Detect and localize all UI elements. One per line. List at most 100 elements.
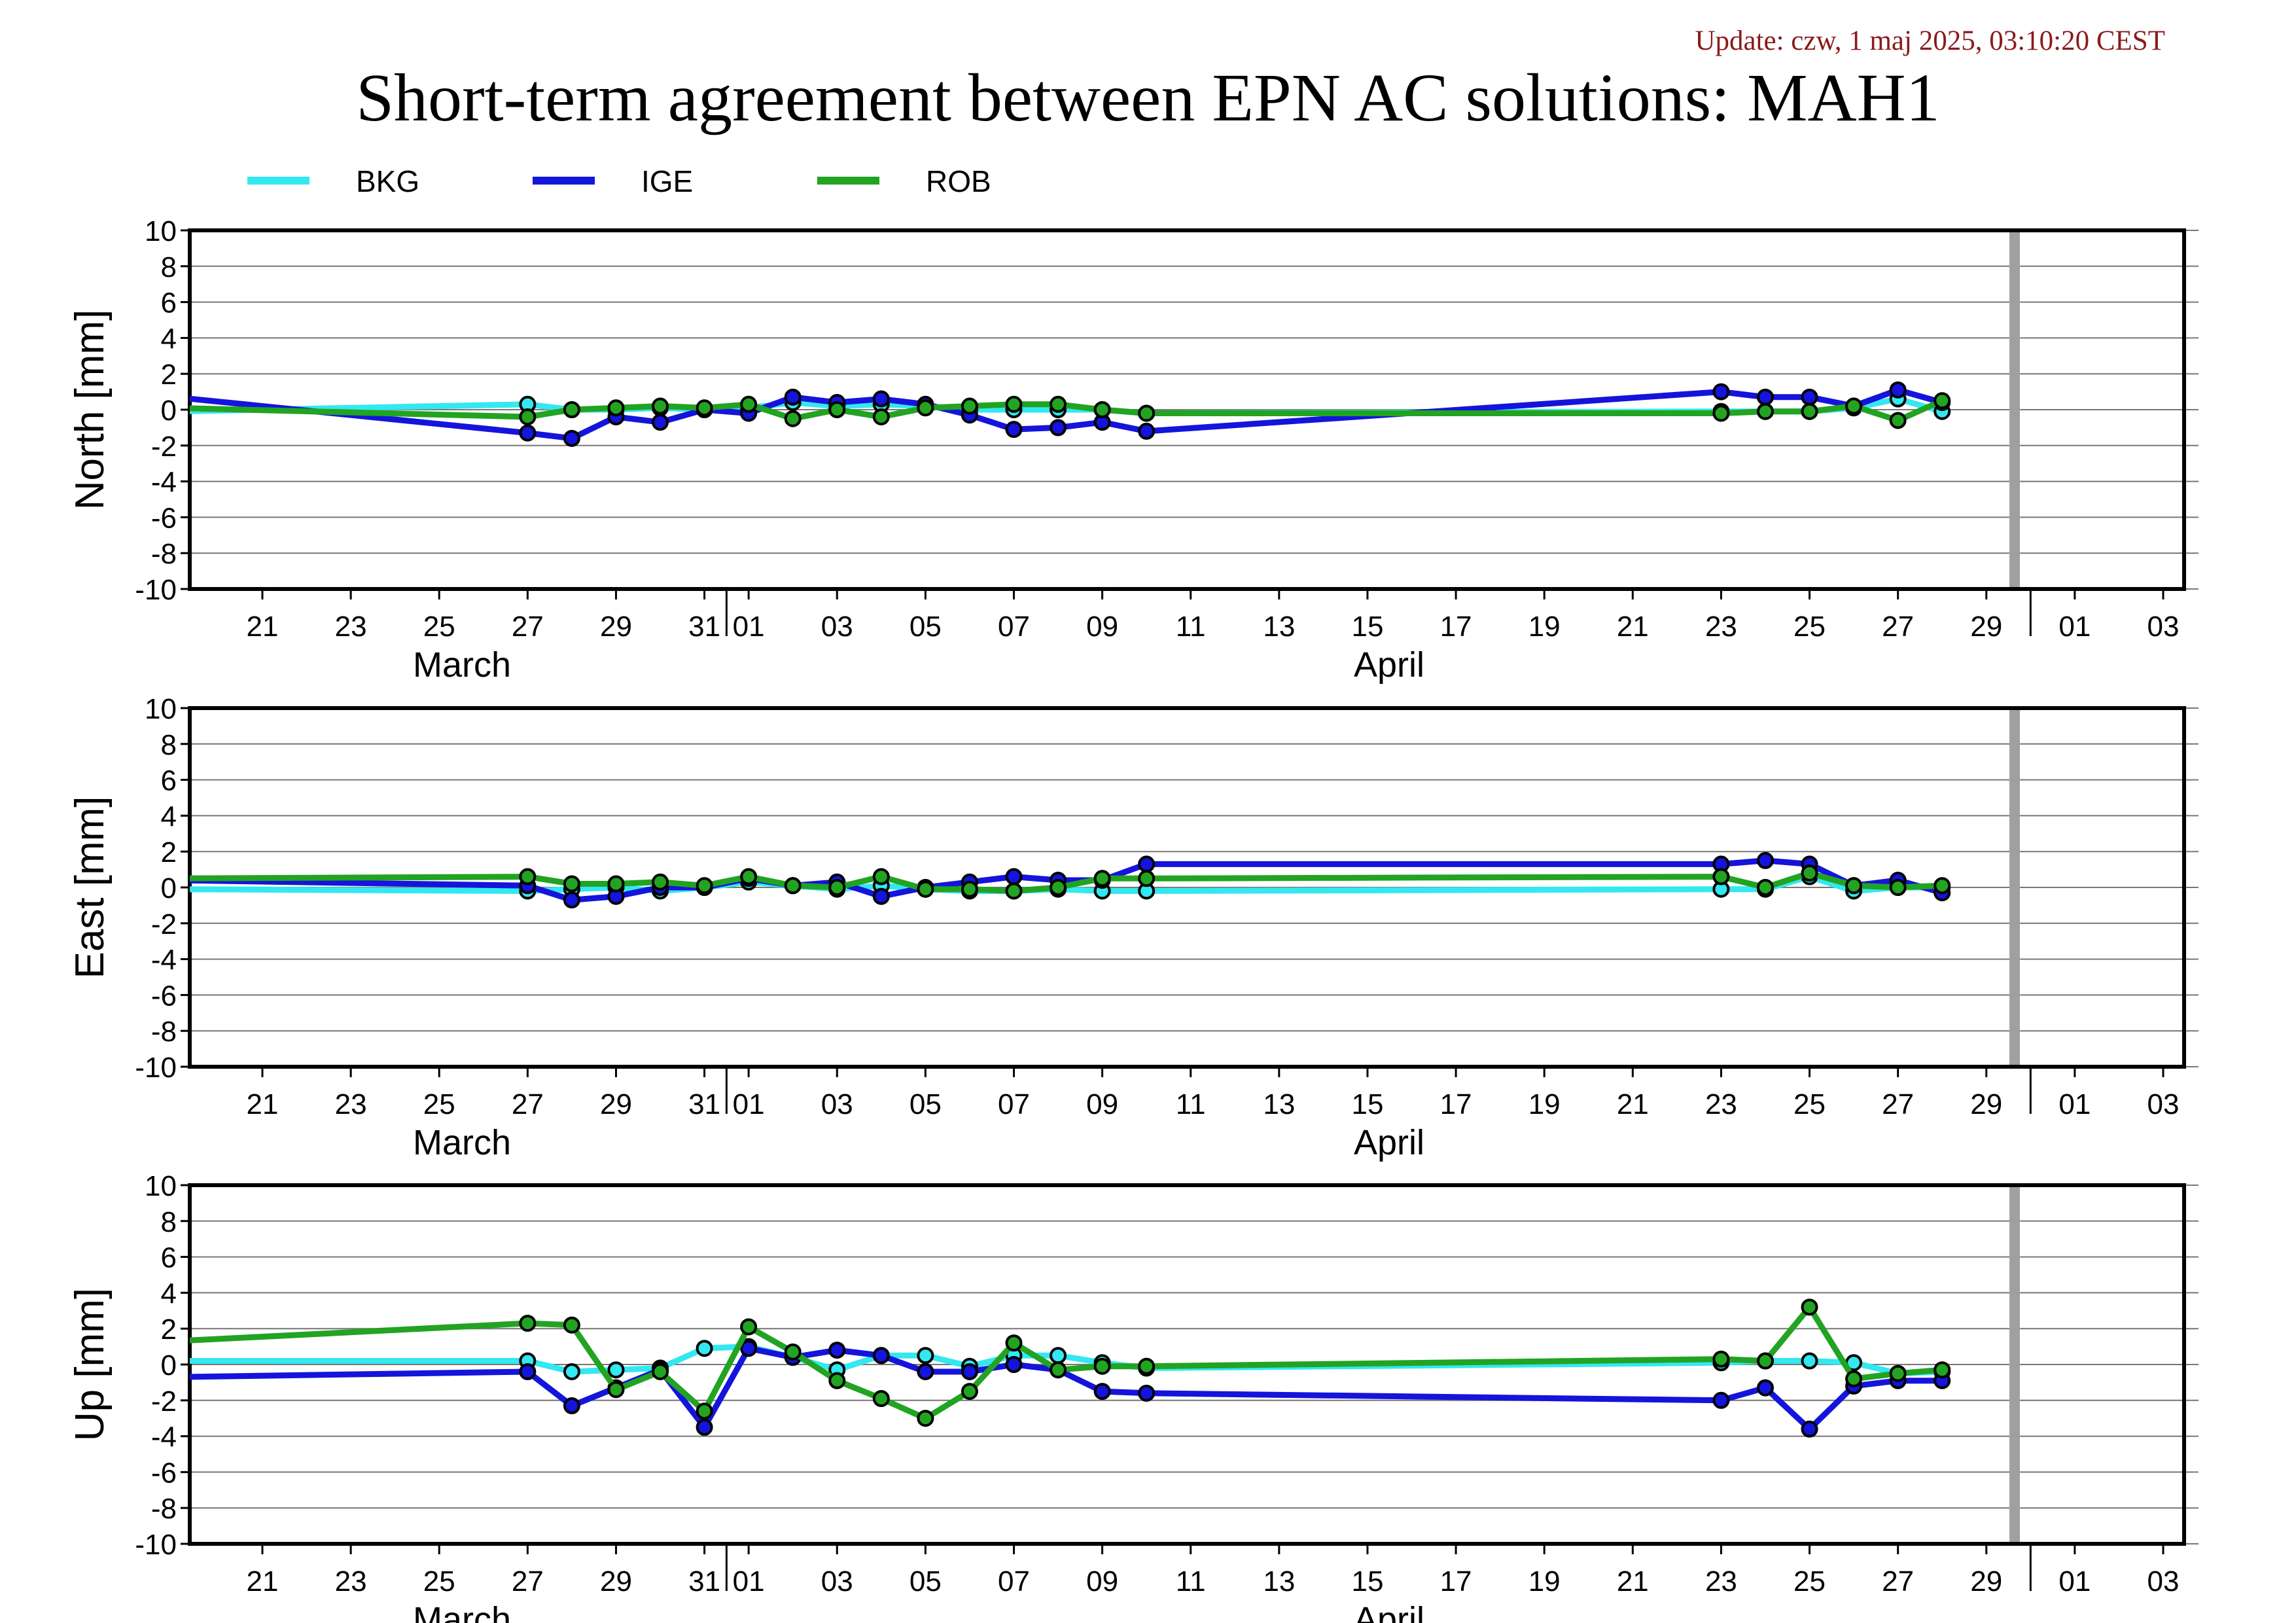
x-tick-label: 21	[247, 1565, 279, 1597]
x-tick-label: 29	[600, 1088, 632, 1120]
data-point	[1138, 855, 1156, 873]
x-tick-label: 01	[2058, 611, 2091, 643]
x-tick-label: 25	[423, 611, 455, 643]
data-point	[1050, 395, 1067, 413]
x-tick-label: 23	[335, 1088, 367, 1120]
y-tick-label: -4	[151, 467, 177, 499]
data-point	[1005, 395, 1023, 413]
y-tick-label: -10	[135, 574, 177, 606]
data-point	[1934, 877, 1951, 895]
x-tick-label: 23	[1705, 1565, 1737, 1597]
data-point	[1801, 1420, 1818, 1438]
legend-label: IGE	[641, 164, 693, 198]
data-point	[1845, 877, 1863, 895]
series-line	[190, 870, 1943, 894]
data-point	[1801, 865, 1818, 882]
x-tick-label: 01	[733, 1088, 765, 1120]
x-tick-label: 23	[1705, 1088, 1737, 1120]
data-point	[519, 868, 537, 885]
series-line	[190, 1304, 1943, 1421]
month-label-march: March	[413, 645, 511, 685]
data-point	[1093, 1383, 1111, 1400]
x-tick-label: 19	[1528, 1565, 1561, 1597]
x-tick-label: 27	[512, 1565, 544, 1597]
legend-item-rob: ROB	[817, 164, 991, 198]
y-tick-label: -2	[151, 431, 177, 463]
data-point	[872, 1347, 890, 1364]
series-line	[190, 398, 1944, 423]
series-line	[190, 1344, 1943, 1377]
data-point	[961, 397, 978, 415]
x-tick-label: 21	[1617, 1565, 1649, 1597]
chart-title: Short-term agreement between EPN AC solu…	[356, 60, 1940, 135]
x-tick-label: 09	[1086, 611, 1118, 643]
x-tick-label: 05	[910, 1565, 942, 1597]
y-tick-label: 0	[161, 1349, 177, 1382]
data-point	[1005, 1334, 1023, 1352]
data-point	[563, 1316, 580, 1334]
data-point	[563, 891, 580, 909]
data-point	[917, 1363, 934, 1380]
y-tick-label: 8	[161, 729, 177, 761]
data-point	[1005, 868, 1023, 885]
y-tick-label: 4	[161, 323, 177, 355]
x-tick-label: 03	[2147, 611, 2180, 643]
month-label-march: March	[413, 1123, 511, 1162]
y-tick-label: 4	[161, 800, 177, 832]
data-point	[1712, 1391, 1730, 1409]
data-point	[1138, 1357, 1156, 1375]
y-tick-label: 6	[161, 1242, 177, 1274]
data-point	[652, 1363, 669, 1380]
y-tick-label: 10	[145, 215, 177, 247]
data-point	[1093, 401, 1111, 418]
data-point	[1005, 1356, 1023, 1373]
x-tick-label: 07	[998, 611, 1030, 643]
series-rob	[190, 1298, 1951, 1427]
data-point	[607, 399, 625, 417]
x-tick-label: 03	[821, 1088, 853, 1120]
data-point	[872, 887, 890, 905]
data-point	[828, 1342, 846, 1359]
data-point	[1801, 1352, 1818, 1370]
y-tick-label: -8	[151, 538, 177, 570]
x-tick-label: 27	[1882, 1088, 1914, 1120]
y-tick-label: 4	[161, 1277, 177, 1310]
data-point	[696, 877, 713, 895]
panel-east: 10 8 64 2 0 -2 -4 -6 -8 -10 East [mm] 21 23 25 27 29 31 0…	[67, 693, 2199, 1162]
y-tick-label: 10	[145, 693, 177, 725]
data-point	[828, 879, 846, 896]
x-tick-label: 03	[821, 611, 853, 643]
x-tick-label: 01	[733, 611, 765, 643]
y-tick-label: -2	[151, 908, 177, 940]
data-point	[961, 880, 978, 898]
data-point	[784, 410, 802, 427]
x-tick-label: 25	[1793, 1088, 1826, 1120]
data-point	[872, 868, 890, 885]
data-point	[607, 1381, 625, 1399]
data-point	[1050, 879, 1067, 896]
data-point	[519, 424, 537, 442]
data-point	[872, 1390, 890, 1408]
y-tick-label: 10	[145, 1170, 177, 1202]
y-tick-label: 0	[161, 395, 177, 427]
data-point	[1712, 1350, 1730, 1368]
month-label-april: April	[1354, 1123, 1424, 1162]
x-tick-label: 25	[1793, 611, 1826, 643]
update-timestamp: Update: czw, 1 maj 2025, 03:10:20 CEST	[1695, 26, 2165, 56]
data-point	[563, 401, 580, 418]
series-rob	[190, 392, 1951, 429]
x-tick-label: 03	[2147, 1088, 2180, 1120]
x-tick-label: 31	[688, 1088, 720, 1120]
x-tick-label: 13	[1263, 611, 1295, 643]
y-tick-label: -10	[135, 1052, 177, 1084]
data-point	[1756, 402, 1774, 420]
data-point	[1050, 1361, 1067, 1379]
data-point	[784, 1343, 802, 1361]
x-tick-label: 21	[1617, 611, 1649, 643]
x-tick-label: 01	[733, 1565, 765, 1597]
data-point	[519, 408, 537, 425]
month-label-april: April	[1354, 1600, 1424, 1623]
x-tick-label: 09	[1086, 1565, 1118, 1597]
data-point	[1756, 1352, 1774, 1370]
